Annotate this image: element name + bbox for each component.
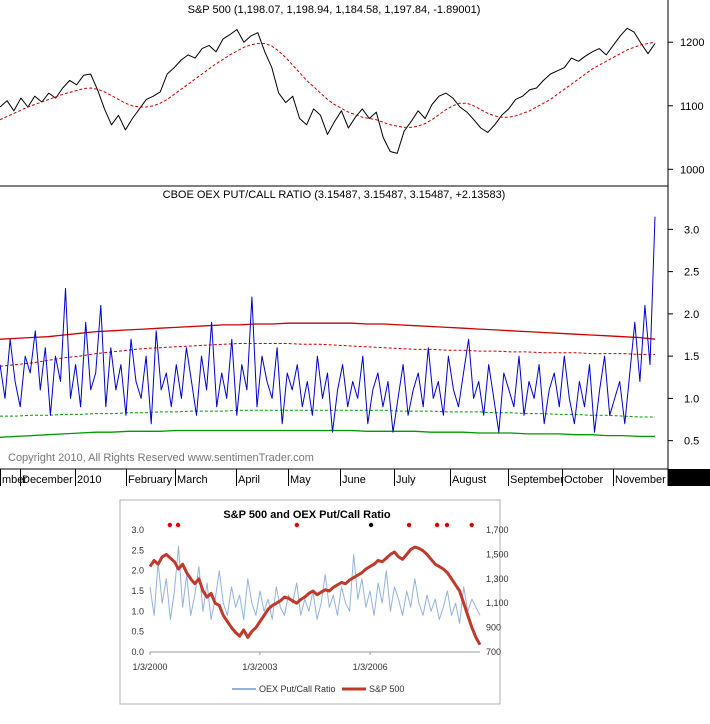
ytick-label: 1200	[680, 37, 704, 49]
xtick-label: August	[452, 474, 486, 486]
signal-marker	[444, 522, 450, 528]
inset-title: S&P 500 and OEX Put/Call Ratio	[223, 509, 391, 521]
series-moving-average	[0, 41, 656, 128]
ytick-label-right: 1,500	[486, 549, 509, 559]
xtick-label: October	[564, 474, 603, 486]
sp500-title: S&P 500 (1,198.07, 1,198.94, 1,184.58, 1…	[188, 4, 481, 16]
ytick-label: 2.0	[684, 309, 699, 321]
xtick-label: 2010	[77, 474, 101, 486]
signal-marker	[294, 522, 300, 528]
ytick-label-right: 1,300	[486, 574, 509, 584]
xtick-label: 1/3/2006	[353, 662, 388, 672]
xtick-label: March	[177, 474, 208, 486]
signal-marker	[469, 522, 474, 528]
signal-marker	[368, 522, 374, 528]
xtick-label: February	[128, 474, 173, 486]
ytick-label-right: 1,100	[486, 598, 509, 608]
ytick-label: 2.5	[684, 267, 699, 279]
signal-marker	[434, 522, 440, 528]
ytick-label: 1.0	[684, 393, 699, 405]
ytick-label: 0.5	[684, 436, 699, 448]
putcall-panel: CBOE OEX PUT/CALL RATIO (3.15487, 3.1548…	[0, 189, 699, 464]
signal-marker	[167, 522, 172, 528]
xtick-label: June	[342, 474, 366, 486]
xtick-label: December	[22, 474, 73, 486]
ytick-label-left: 2.0	[131, 566, 144, 576]
inset-frame	[119, 499, 501, 705]
xtick-label: July	[396, 474, 416, 486]
copyright-annotation: Copyright 2010, All Rights Reserved www.…	[8, 452, 314, 464]
series-oex-put-call-ratio	[0, 216, 656, 433]
ytick-label-right: 1,700	[486, 525, 509, 535]
legend-label-sp500: S&P 500	[369, 684, 404, 694]
putcall-title: CBOE OEX PUT/CALL RATIO (3.15487, 3.1548…	[163, 189, 506, 201]
ytick-label-left: 2.5	[131, 545, 144, 555]
inset-legend: OEX Put/Call Ratio S&P 500	[232, 684, 404, 694]
inset-chart: S&P 500 and OEX Put/Call Ratio 3.0 2.5 2.0…	[119, 499, 509, 705]
series-lower-band	[0, 429, 655, 438]
series-upper-band-dashed	[0, 343, 655, 367]
corner-block	[668, 469, 710, 486]
sp500-panel: S&P 500 (1,198.07, 1,198.94, 1,184.58, 1…	[0, 0, 704, 186]
ytick-label: 1.5	[684, 351, 699, 363]
ytick-label-right: 700	[486, 647, 501, 657]
series-lower-band-dashed	[0, 409, 655, 418]
signal-marker	[175, 522, 181, 528]
ytick-label-left: 1.0	[131, 606, 144, 616]
xtick-label: May	[290, 474, 311, 486]
signal-marker	[406, 522, 412, 528]
xtick-label: September	[510, 474, 564, 486]
ytick-label-left: 1.5	[131, 586, 144, 596]
series-oex-put-call-ratio	[149, 545, 481, 624]
ytick-label: 1100	[680, 101, 704, 113]
ytick-label-left: 0.0	[131, 647, 144, 657]
xtick-label: 1/3/2003	[242, 662, 277, 672]
xtick-label: mber	[2, 474, 27, 486]
ytick-label-left: 0.5	[131, 627, 144, 637]
series-s-p-500	[0, 27, 656, 154]
series-upper-band	[0, 322, 656, 340]
xtick-label: April	[238, 474, 260, 486]
xtick-label: November	[615, 474, 666, 486]
ytick-label: 1000	[680, 164, 704, 176]
ytick-label-right: 900	[486, 623, 501, 633]
series-s-p-500	[148, 545, 482, 646]
legend-label-putcall: OEX Put/Call Ratio	[259, 684, 336, 694]
ytick-label-left: 3.0	[131, 525, 144, 535]
ytick-label: 3.0	[684, 224, 699, 236]
xtick-label: 1/3/2000	[132, 662, 167, 672]
